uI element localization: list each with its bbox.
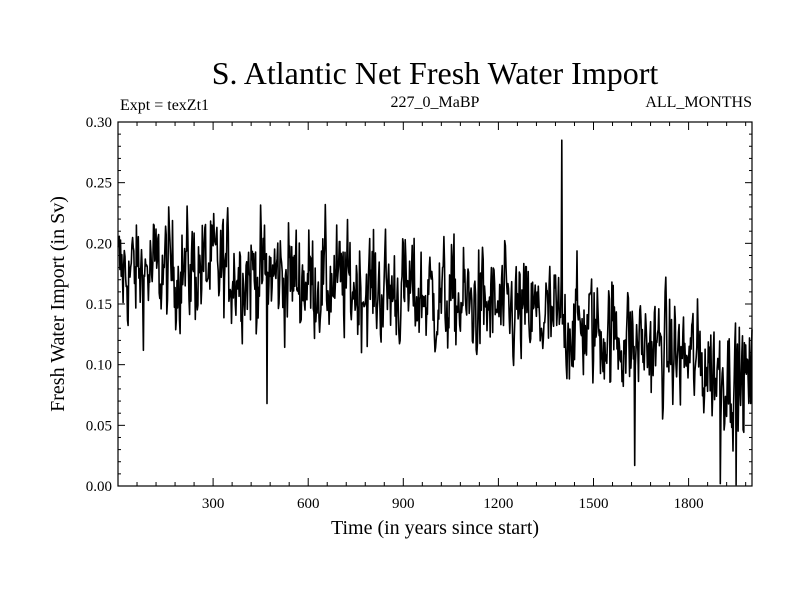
y-tick-label: 0.30 [86,115,112,131]
plot-frame [117,121,753,487]
y-tick-label: 0.20 [86,236,112,252]
y-tick-label: 0.10 [86,358,112,374]
chart-title: S. Atlantic Net Fresh Water Import [212,55,659,91]
x-tick-label: 300 [202,496,225,512]
x-tick-label: 900 [392,496,415,512]
x-tick-label: 1800 [674,496,704,512]
x-axis-label: Time (in years since start) [331,517,539,539]
y-tick-label: 0.25 [86,176,112,192]
y-tick-label: 0.05 [86,418,112,434]
y-axis: 0.00 0.05 0.10 0.15 0.20 0.25 0.30 [86,115,752,495]
x-axis: 300 600 900 1200 1500 1800 [136,122,747,512]
y-tick-label: 0.00 [86,479,112,495]
subtitle-right: ALL_MONTHS [645,94,752,111]
x-tick-label: 1500 [579,496,609,512]
subtitle-center: 227_0_MaBP [391,94,480,111]
series-line [117,139,753,486]
x-tick-label: 600 [297,496,320,512]
y-axis-label: Fresh Water Import (in Sv) [47,196,69,412]
y-tick-label: 0.15 [86,297,112,313]
x-tick-label: 1200 [483,496,513,512]
subtitle-left: Expt = texZt1 [120,97,209,114]
